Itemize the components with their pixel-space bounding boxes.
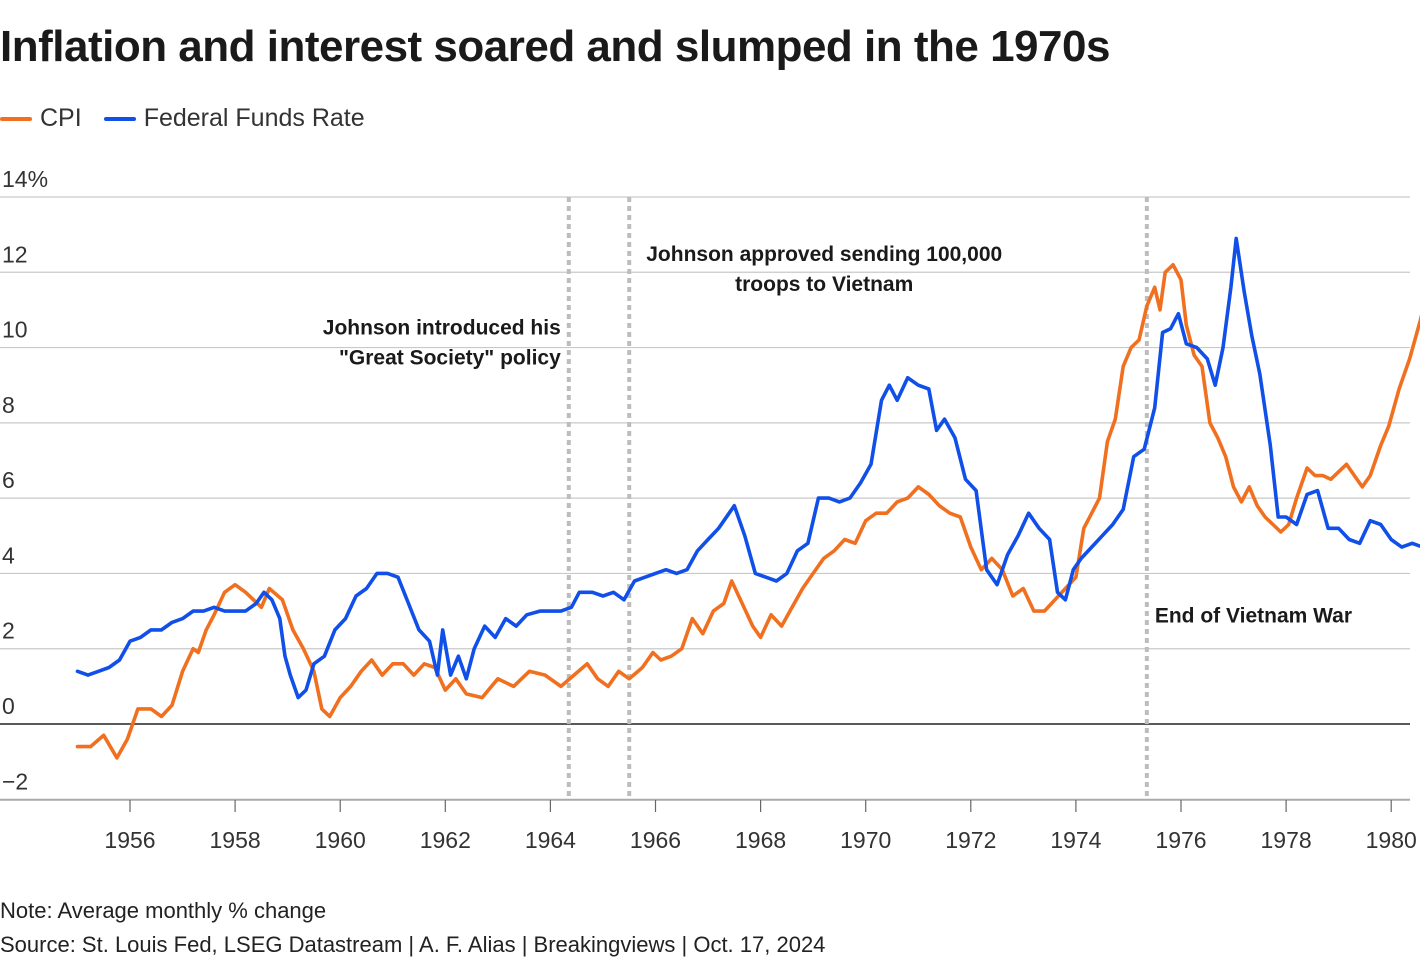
grid-layer [0, 196, 1410, 800]
annotation-text: Johnson introduced his [323, 316, 561, 339]
series-line-fed-funds [75, 236, 1420, 700]
series-layer [75, 236, 1420, 760]
x-tick-label: 1956 [104, 827, 155, 853]
line-chart: Johnson introduced his "Great Society" po… [0, 166, 1420, 853]
x-tick-label: 1962 [420, 827, 471, 853]
annotation-text-layer: Johnson introduced his "Great Society" po… [323, 243, 1352, 627]
x-tick-label: 1974 [1050, 827, 1101, 853]
chart-source: Source: St. Louis Fed, LSEG Datastream |… [0, 932, 826, 957]
annotation-text: End of Vietnam War [1155, 604, 1352, 627]
legend-swatch-fed-funds [103, 116, 136, 121]
legend-swatch-cpi [0, 116, 32, 121]
x-tick-label: 1960 [315, 827, 366, 853]
x-tick-label: 1972 [945, 827, 996, 853]
x-tick-label: 1968 [735, 827, 786, 853]
y-tick-label: 6 [2, 467, 15, 493]
chart-title: Inflation and interest soared and slumpe… [0, 22, 1110, 71]
x-tick-label: 1976 [1155, 827, 1206, 853]
x-tick-label: 1970 [840, 827, 891, 853]
series-line-cpi [75, 263, 1420, 760]
annotation-text: troops to Vietnam [735, 273, 913, 296]
x-tick-label: 1978 [1261, 827, 1312, 853]
legend-label-fed-funds: Federal Funds Rate [143, 104, 365, 132]
legend-label-cpi: CPI [40, 104, 82, 132]
y-tick-label: 10 [2, 317, 28, 343]
axis-layer: 14% 12 10 8 6 4 2 0 −2 1956 1958 1960 1962 1964 1966 19… [0, 166, 1417, 853]
legend-item-fed-funds: Federal Funds Rate [103, 104, 365, 133]
legend: CPI Federal Funds Rate [0, 104, 387, 133]
annotation-lines-layer [566, 197, 1149, 800]
y-tick-label: 8 [2, 392, 15, 418]
x-tick-label: 1958 [210, 827, 261, 853]
y-tick-label: 2 [2, 618, 15, 644]
y-tick-label: 0 [2, 693, 15, 719]
chart-note: Note: Average monthly % change [0, 898, 327, 923]
x-tick-label: 1966 [630, 827, 681, 853]
y-tick-label: −2 [2, 768, 28, 794]
y-tick-label: 12 [2, 241, 28, 267]
x-tick-label: 1980 [1366, 827, 1417, 853]
annotation-text: "Great Society" policy [339, 347, 561, 370]
x-tick-label: 1964 [525, 827, 576, 853]
y-tick-label: 14% [2, 166, 48, 192]
legend-item-cpi: CPI [0, 104, 82, 133]
annotation-text: Johnson approved sending 100,000 [646, 243, 1002, 266]
y-tick-label: 4 [2, 542, 15, 568]
